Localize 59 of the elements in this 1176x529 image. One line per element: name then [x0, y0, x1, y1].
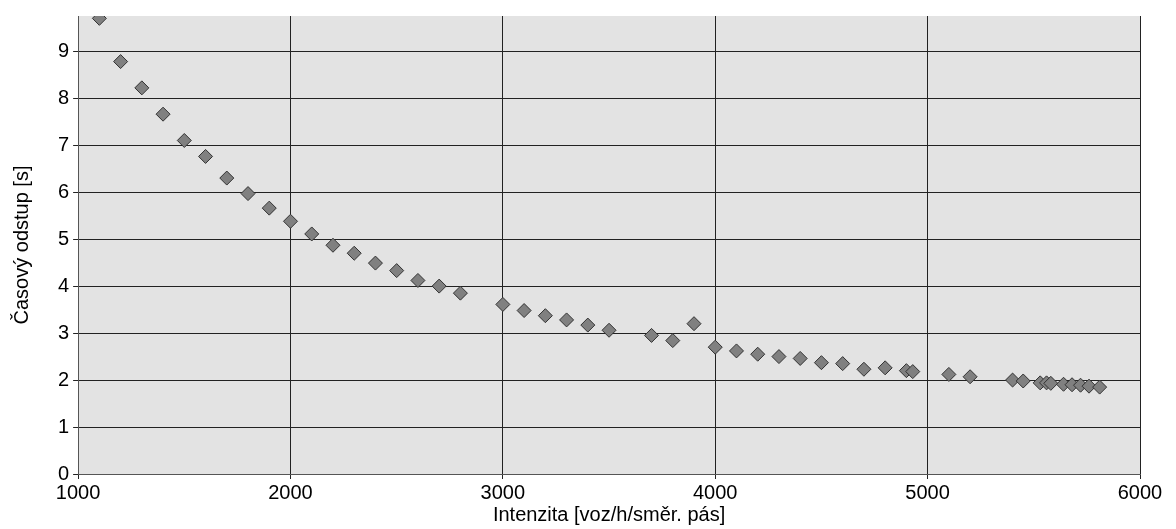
y-tick-label: 5 — [58, 226, 70, 249]
y-tick-label: 1 — [58, 414, 70, 437]
point — [1015, 373, 1031, 389]
y-tick-label: 9 — [58, 38, 70, 61]
x-tick-label: 5000 — [905, 480, 950, 503]
point — [176, 132, 192, 148]
point — [707, 339, 723, 355]
point — [367, 255, 383, 271]
point — [771, 349, 787, 365]
x-axis-title: Intenzita [voz/h/směr. pás] — [492, 502, 726, 525]
point — [452, 285, 468, 301]
x-tick-label: 2000 — [268, 480, 313, 503]
point — [261, 200, 277, 216]
point — [1043, 375, 1059, 391]
y-tick-label: 3 — [58, 320, 70, 343]
point — [155, 106, 171, 122]
point — [516, 303, 532, 319]
point — [113, 54, 129, 70]
x-tick-label: 6000 — [1117, 480, 1163, 503]
point — [601, 322, 617, 338]
point — [644, 327, 660, 343]
x-tick-label: 3000 — [480, 480, 526, 503]
point — [1092, 379, 1108, 395]
point — [410, 272, 426, 288]
point — [962, 369, 978, 385]
point — [495, 296, 511, 312]
point — [1005, 372, 1021, 388]
point — [856, 361, 872, 377]
point — [813, 355, 829, 371]
y-tick-label: 7 — [58, 132, 70, 155]
point — [792, 350, 808, 366]
point — [346, 245, 362, 261]
point — [240, 186, 256, 202]
point — [665, 333, 681, 349]
point — [389, 263, 405, 279]
point — [134, 80, 150, 96]
point — [835, 356, 851, 372]
point — [905, 364, 921, 380]
y-tick-label: 2 — [58, 367, 70, 390]
point — [686, 316, 702, 332]
point — [728, 343, 744, 359]
y-tick-label: 6 — [58, 179, 70, 202]
point — [559, 312, 575, 328]
y-tick-label: 4 — [58, 273, 70, 296]
y-tick-label: 8 — [58, 85, 70, 108]
point — [283, 213, 298, 229]
y-axis-title: Časový odstup [s] — [9, 165, 32, 325]
point — [198, 148, 214, 164]
x-tick-label: 4000 — [693, 480, 738, 503]
point — [325, 237, 341, 253]
point — [750, 346, 766, 362]
point — [877, 360, 893, 376]
point — [941, 366, 957, 382]
point — [219, 170, 235, 186]
point — [431, 278, 447, 294]
point — [580, 317, 596, 333]
point — [304, 226, 320, 242]
point — [1081, 378, 1097, 394]
point — [537, 308, 553, 324]
